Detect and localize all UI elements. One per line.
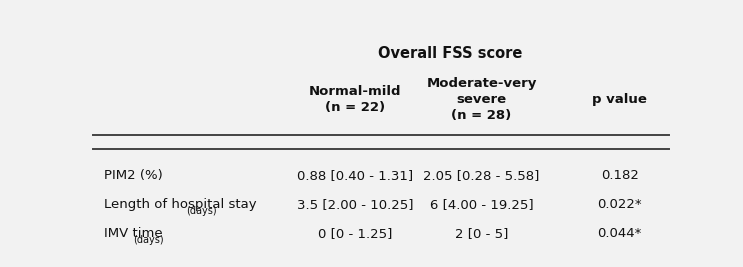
Text: 0.88 [0.40 - 1.31]: 0.88 [0.40 - 1.31]	[296, 170, 413, 182]
Text: 2 [0 - 5]: 2 [0 - 5]	[455, 227, 508, 240]
Text: 0 [0 - 1.25]: 0 [0 - 1.25]	[318, 227, 392, 240]
Text: 0.022*: 0.022*	[597, 198, 642, 211]
Text: PIM2 (%): PIM2 (%)	[104, 170, 163, 182]
Text: Moderate-very
severe
(n = 28): Moderate-very severe (n = 28)	[426, 77, 536, 122]
Text: IMV time: IMV time	[104, 227, 163, 240]
Text: (days): (days)	[133, 235, 163, 245]
Text: 3.5 [2.00 - 10.25]: 3.5 [2.00 - 10.25]	[296, 198, 413, 211]
Text: Normal-mild
(n = 22): Normal-mild (n = 22)	[308, 85, 401, 114]
Text: 6 [4.00 - 19.25]: 6 [4.00 - 19.25]	[429, 198, 533, 211]
Text: Overall FSS score: Overall FSS score	[377, 46, 522, 61]
Text: 0.044*: 0.044*	[597, 227, 642, 240]
Text: 2.05 [0.28 - 5.58]: 2.05 [0.28 - 5.58]	[424, 170, 539, 182]
Text: Length of hospital stay: Length of hospital stay	[104, 198, 257, 211]
Text: (days): (days)	[186, 206, 217, 216]
Text: 0.182: 0.182	[601, 170, 639, 182]
Text: p value: p value	[592, 93, 647, 106]
